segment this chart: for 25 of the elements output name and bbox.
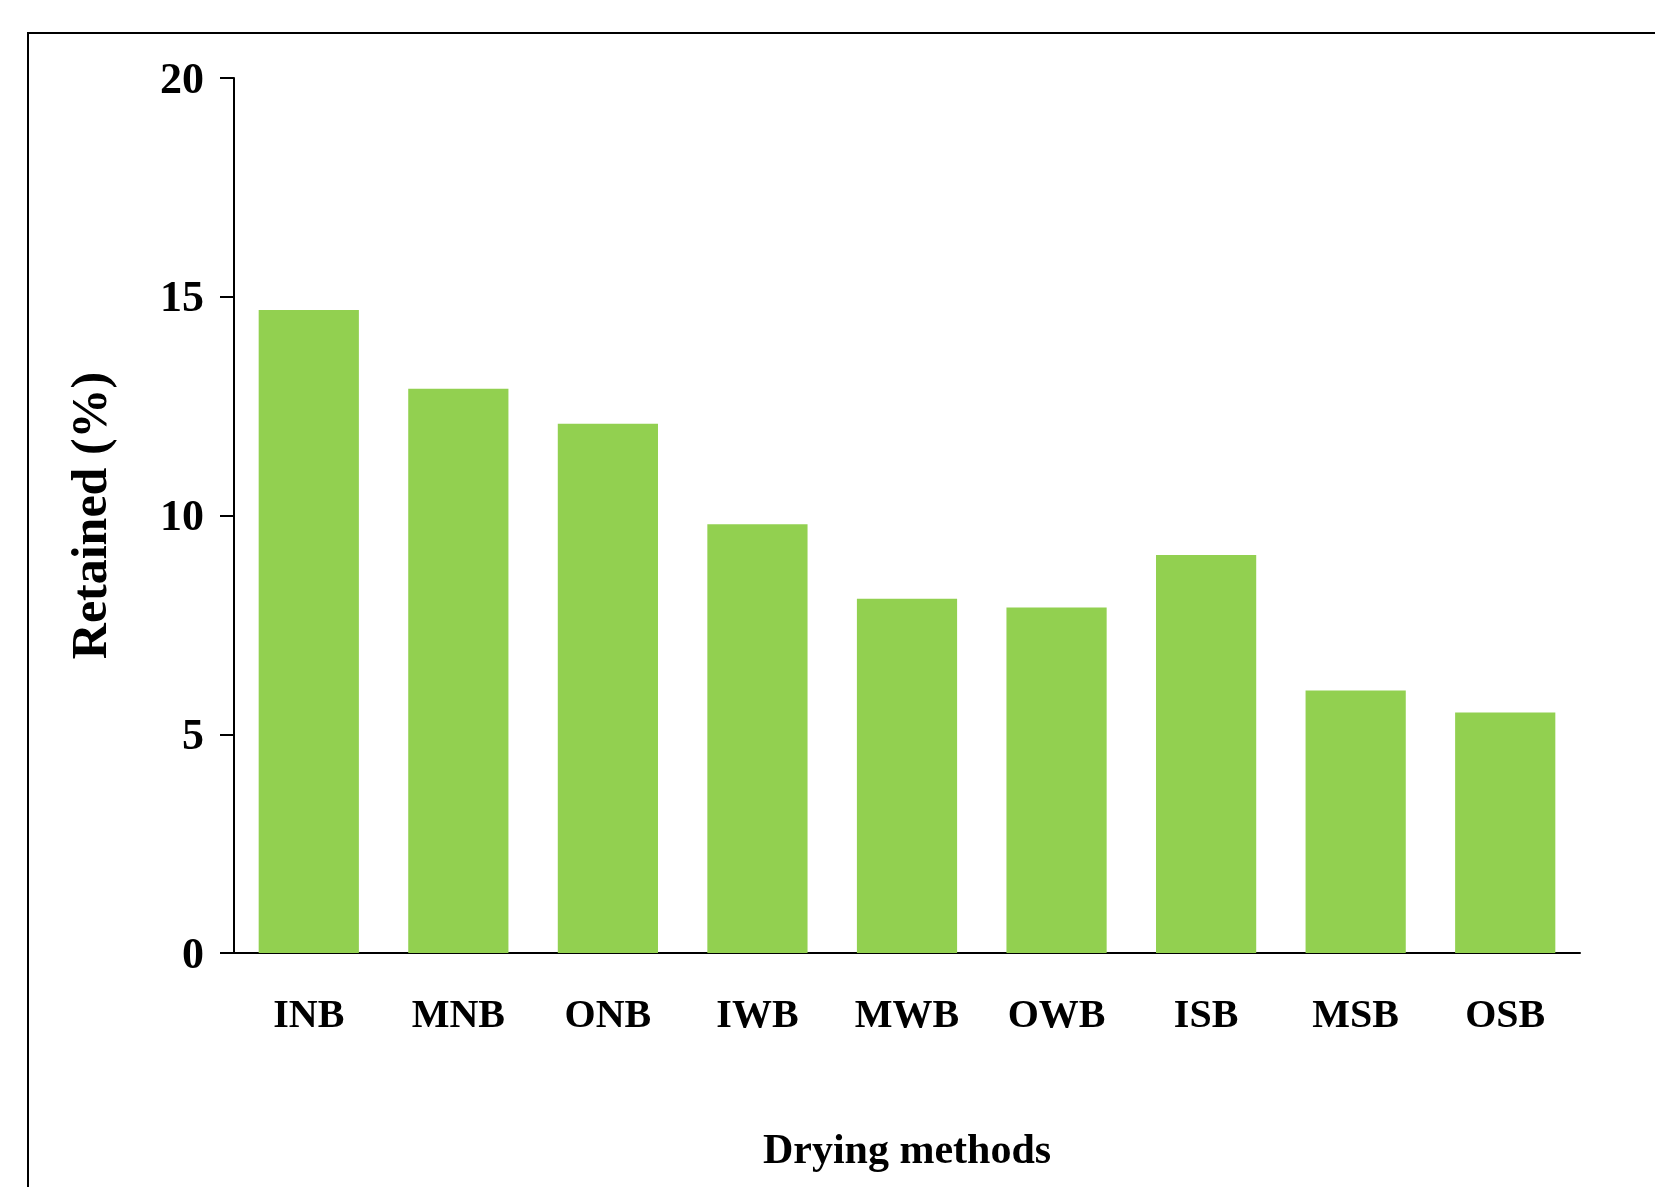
- x-tick-label: ONB: [564, 990, 652, 1036]
- x-axis-title: Drying methods: [762, 1126, 1052, 1172]
- x-tick-label: INB: [273, 990, 345, 1036]
- x-tick-label: MSB: [1312, 990, 1400, 1036]
- bar: [408, 388, 509, 953]
- bar: [856, 598, 958, 953]
- y-tick-label: 5: [182, 709, 204, 759]
- x-tick-label: OSB: [1465, 990, 1546, 1036]
- bar: [557, 423, 658, 953]
- y-tick-label: 15: [160, 272, 204, 322]
- x-tick-label: IWB: [716, 990, 799, 1036]
- bar: [1156, 554, 1257, 953]
- bar: [707, 524, 808, 953]
- y-tick-label: 10: [160, 491, 204, 540]
- x-tick-label: MNB: [411, 990, 505, 1036]
- x-tick-label: ISB: [1173, 990, 1239, 1036]
- bar: [1455, 712, 1556, 953]
- y-tick-label: 20: [160, 53, 204, 103]
- y-tick-label: 0: [182, 928, 204, 978]
- bar: [1305, 690, 1406, 953]
- bar: [1006, 607, 1107, 953]
- x-tick-label: OWB: [1007, 990, 1106, 1036]
- y-axis-title: Retained (%): [61, 371, 117, 660]
- x-tick-label: MWB: [854, 990, 960, 1036]
- bar: [258, 309, 359, 953]
